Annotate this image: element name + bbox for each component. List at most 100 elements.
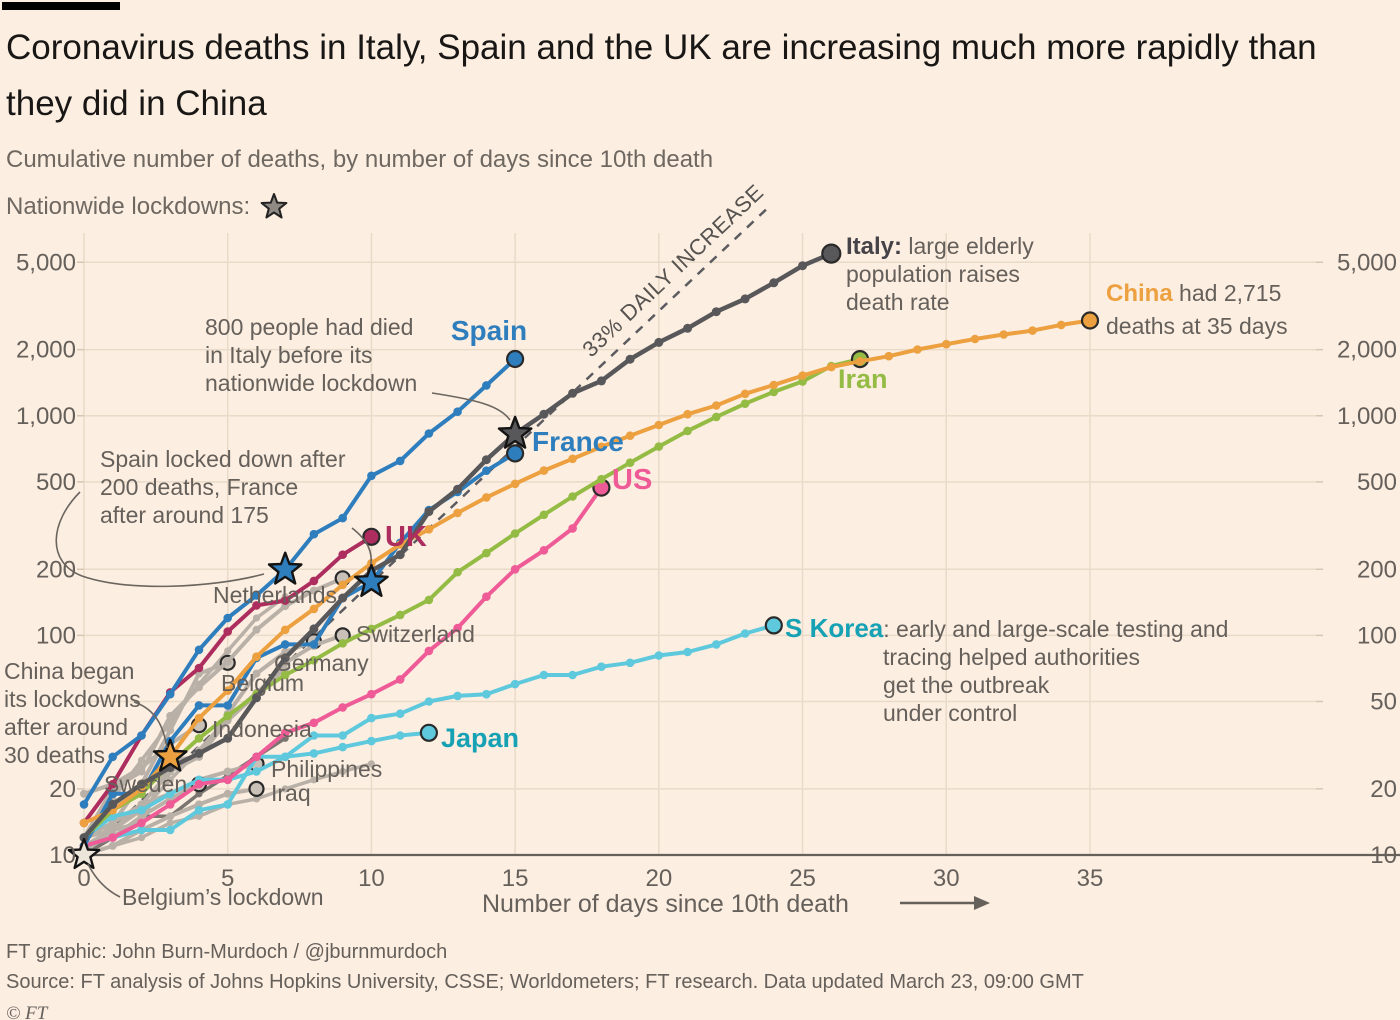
series-dot-italy <box>79 833 89 843</box>
lockdown-star-spain <box>267 551 303 585</box>
series-dot-us <box>539 546 549 555</box>
annotation-china-lockdown-note: China began its lockdowns after around 30 d… <box>4 658 141 768</box>
series-end-dot-uk <box>362 527 381 546</box>
chart-footer: FT graphic: John Burn-Murdoch / @jburnmu… <box>6 937 1084 1020</box>
series-dot-italy <box>424 507 434 517</box>
series-dot-spain <box>79 800 89 809</box>
series-dot-china <box>539 466 549 475</box>
x-axis-arrowhead <box>974 896 990 910</box>
y-axis-tick-right: 5,000 <box>1337 249 1397 276</box>
series-dot-italy <box>481 455 491 465</box>
series-dot-china <box>970 334 980 344</box>
x-axis-tick: 5 <box>221 865 234 892</box>
x-axis-tick: 35 <box>1077 865 1104 892</box>
series-dot-skorea <box>712 640 721 649</box>
series-dot-skorea <box>683 647 692 657</box>
series-line-netherlands <box>82 576 345 840</box>
annotation-italy-note: Italy: large elderly population raises dea… <box>846 233 1034 315</box>
series-dot-us <box>165 800 175 809</box>
series-dot-filler-low <box>281 785 289 793</box>
series-dot-skorea <box>740 629 750 638</box>
annotation-connector-china-lockdown-note <box>133 701 168 749</box>
y-axis-tick-right: 20 <box>1370 776 1397 803</box>
series-dot-skorea <box>654 651 664 660</box>
series-dot-us <box>194 779 204 789</box>
series-dot-us <box>137 818 146 828</box>
series-dot-filler-low <box>166 819 174 827</box>
series-dot-japan <box>338 742 348 752</box>
series-dot-china <box>1028 326 1037 335</box>
series-dot-skorea <box>510 679 520 689</box>
series-dot-italy <box>194 748 204 758</box>
page-title: Coronavirus deaths in Italy, Spain and t… <box>6 28 1317 123</box>
y-axis-tick-right: 10 <box>1370 842 1397 869</box>
series-dot-filler-high <box>137 756 146 764</box>
series-dot-china <box>510 479 520 489</box>
lockdown-star-belgium <box>67 837 101 870</box>
series-dot-skorea <box>395 709 405 718</box>
series-dot-skorea <box>223 800 232 809</box>
series-label-germany: Germany <box>274 650 369 676</box>
series-label-iraq: Iraq <box>271 780 311 806</box>
series-dot-iran <box>625 458 635 468</box>
series-line-switzerland <box>82 633 345 848</box>
x-axis-tick: 30 <box>933 865 960 892</box>
series-dot-france <box>309 640 319 649</box>
series-dot-skorea <box>309 731 319 740</box>
series-dot-skorea <box>482 689 491 699</box>
y-axis-tick-right: 100 <box>1357 622 1397 649</box>
series-dot-iraq <box>108 841 117 850</box>
series-dot-netherlands <box>195 683 203 692</box>
series-dot-france <box>280 640 290 649</box>
x-axis-tick: 0 <box>77 865 90 892</box>
series-dot-indonesia <box>80 789 88 798</box>
series-dot-spain <box>165 689 175 699</box>
annotation-skorea-note: S Korea: early and large-scale testing a… <box>785 613 1228 726</box>
series-dot-china <box>625 431 635 441</box>
annotation-connector-belgium-lockdown-note <box>87 863 121 898</box>
lockdown-star-italy <box>497 415 533 449</box>
series-dot-iran <box>683 426 692 436</box>
series-dot-iran <box>654 442 664 451</box>
series-dot-filler-low <box>339 767 347 776</box>
series-line-belgium <box>82 660 230 857</box>
annotation-connector-note-800 <box>431 392 511 421</box>
series-dot-italy <box>625 354 635 364</box>
series-dot-china <box>252 652 261 661</box>
series-dot-iraq <box>223 789 232 798</box>
series-dot-france <box>108 789 117 799</box>
series-dot-china <box>884 351 894 361</box>
series-label-us: US <box>612 464 652 496</box>
series-end-dot-spain <box>505 349 525 369</box>
series-line-spain <box>82 357 518 807</box>
series-line-iran <box>82 357 862 840</box>
series-end-dot-france <box>505 444 525 463</box>
series-dot-netherlands <box>252 625 261 634</box>
series-dot-us <box>424 646 434 656</box>
series-dot-china <box>654 420 664 430</box>
series-dot-skorea <box>194 805 204 815</box>
series-dot-skorea <box>137 825 146 835</box>
series-dot-italy <box>683 323 693 333</box>
series-dot-us <box>367 689 376 699</box>
series-dot-china <box>712 401 721 410</box>
lockdown-star-china <box>152 738 188 772</box>
series-dot-spain <box>223 613 232 623</box>
series-dot-iran <box>194 734 204 743</box>
credit-line: FT graphic: John Burn-Murdoch / @jburnmu… <box>6 941 448 963</box>
series-dot-iran <box>482 548 491 558</box>
series-dot-us <box>252 752 261 762</box>
series-dot-iran <box>395 610 405 620</box>
series-dot-italy <box>137 779 146 789</box>
lockdown-star-icon <box>260 193 288 219</box>
series-dot-iran <box>740 399 750 409</box>
series-dot-china <box>338 580 348 590</box>
y-axis-tick-left: 1,000 <box>16 403 76 430</box>
series-dot-skorea <box>367 713 376 723</box>
copyright: © FT <box>6 1003 48 1020</box>
series-dot-filler-low <box>310 776 318 784</box>
series-label-france: France <box>532 426 624 457</box>
series-label-sweden: Sweden <box>104 771 187 797</box>
series-dot-iran <box>510 529 520 538</box>
annotation-belgium-lockdown-note: Belgium’s lockdown <box>122 884 324 910</box>
